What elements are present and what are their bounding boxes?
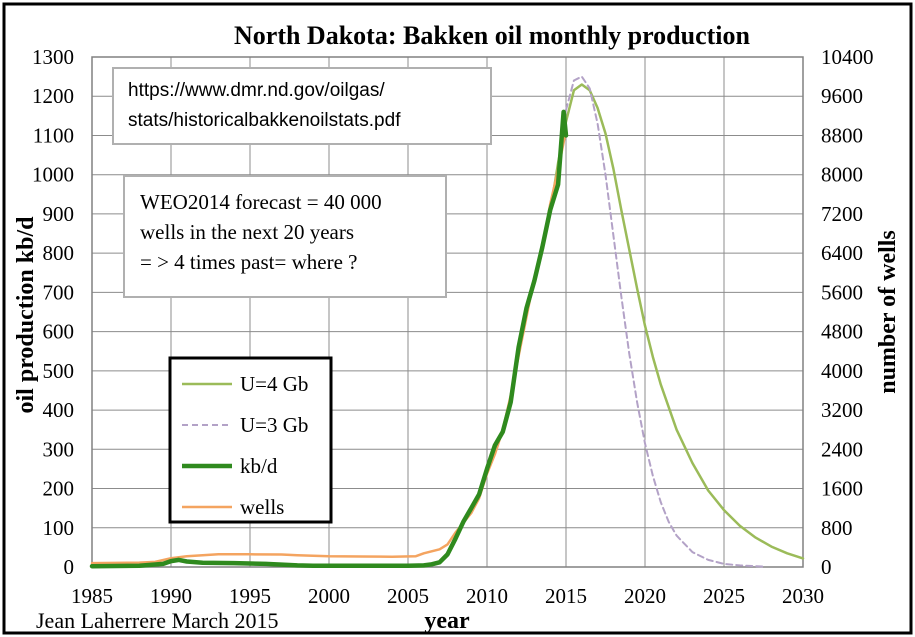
x-tick-label: 2025 [703,584,745,608]
legend-label-u-3-gb: U=3 Gb [240,413,308,437]
y-axis-left: 0 100 200 300 400 500 600 700 800 900 1000 1100 1200… [32,45,74,579]
series-line-u-3-gb [565,75,765,568]
y-axis-right: 0 800 1600 2400 3200 4000 4800 5600 6400 7200 8000… [821,45,874,579]
y-tick-label-left: 500 [43,359,75,383]
y-tick-label-right: 3200 [821,398,863,422]
y-tick-label-left: 1000 [32,163,74,187]
y-axis-left-label: oil production kb/d [13,216,39,414]
x-tick-label: 2010 [466,584,508,608]
annotation-line-1: WEO2014 forecast = 40 000 [140,190,382,214]
x-tick-label: 2000 [308,584,350,608]
y-tick-label-right: 7200 [821,202,863,226]
y-tick-label-right: 8000 [821,163,863,187]
source-note-line-2: stats/historicalbakkenoilstats.pdf [128,110,401,131]
legend: U=4 Gb U=3 Gb kb/d wells [168,356,333,524]
y-tick-label-right: 8800 [821,123,863,147]
y-tick-label-right: 4800 [821,320,863,344]
y-tick-label-right: 5600 [821,280,863,304]
author-credit: Jean Laherrere March 2015 [36,608,278,633]
x-tick-label: 2015 [545,584,587,608]
y-tick-label-left: 1200 [32,84,74,108]
y-tick-label-left: 200 [43,477,75,501]
x-tick-label: 2030 [782,584,824,608]
x-axis-label: year [424,608,470,634]
chart-title: North Dakota: Bakken oil monthly product… [234,21,751,50]
series-group [89,75,805,569]
x-tick-label: 1990 [150,584,192,608]
legend-label-wells: wells [240,495,284,519]
series-line-u-4-gb [548,83,805,560]
y-tick-label-left: 1300 [32,45,74,69]
y-tick-label-right: 2400 [821,437,863,461]
y-tick-label-right: 0 [821,555,832,579]
y-tick-label-left: 0 [64,555,75,579]
y-tick-label-right: 6400 [821,241,863,265]
y-axis-right-label: number of wells [875,230,901,394]
plot-border [91,56,804,568]
y-tick-label-right: 1600 [821,477,863,501]
y-tick-label-left: 100 [43,516,75,540]
y-tick-label-left: 1100 [33,123,74,147]
x-tick-label: 1985 [71,584,113,608]
y-tick-label-left: 700 [43,280,75,304]
y-tick-label-left: 800 [43,241,75,265]
source-note-line-1: https://www.dmr.nd.gov/oilgas/ [128,80,385,101]
series-line-kb-d [89,109,569,569]
y-tick-label-left: 300 [43,437,75,461]
y-tick-label-right: 4000 [821,359,863,383]
annotation-frame [123,175,447,298]
legend-label-u-4-gb: U=4 Gb [240,372,308,396]
y-tick-label-right: 9600 [821,84,863,108]
annotation-box: WEO2014 forecast = 40 000 wells in the n… [123,175,447,298]
source-note-box: https://www.dmr.nd.gov/oilgas/ stats/his… [112,67,492,145]
y-tick-label-right: 10400 [821,45,874,69]
legend-frame [168,356,333,524]
x-axis: 1985 1990 1995 2000 2005 2010 2015 2020 2025 2030 [71,584,824,608]
annotation-line-2: wells in the next 20 years [140,220,354,244]
y-tick-label-left: 900 [43,202,75,226]
y-tick-label-left: 400 [43,398,75,422]
x-tick-label: 2020 [624,584,666,608]
y-tick-label-left: 600 [43,320,75,344]
y-tick-label-right: 800 [821,516,853,540]
source-note-frame [112,67,492,145]
annotation-line-3: = > 4 times past= where ? [140,250,357,274]
x-tick-label: 1995 [229,584,271,608]
legend-label-kb-d: kb/d [240,454,278,478]
x-tick-label: 2005 [387,584,429,608]
